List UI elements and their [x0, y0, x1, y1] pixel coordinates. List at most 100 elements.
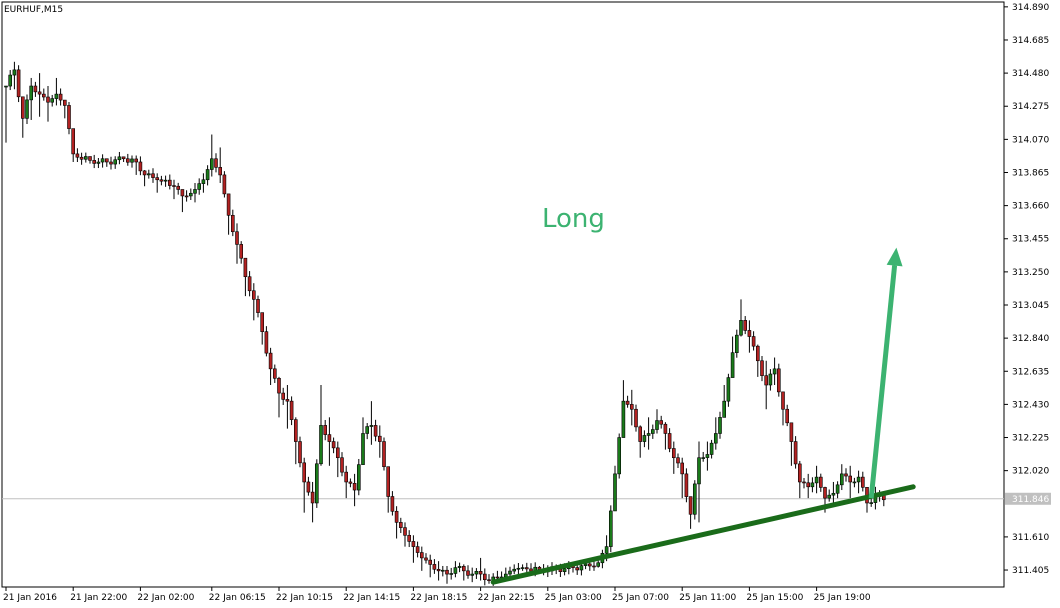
- candle: [802, 477, 806, 489]
- candle: [20, 96, 25, 138]
- candle: [743, 316, 748, 335]
- candle-body: [659, 420, 664, 425]
- candle: [697, 441, 701, 523]
- candle-body: [587, 563, 592, 567]
- candle: [621, 380, 626, 438]
- candle-body: [411, 541, 416, 547]
- candle: [634, 404, 638, 432]
- candle: [394, 506, 399, 539]
- candle: [214, 153, 218, 173]
- candle-body: [596, 562, 601, 567]
- candle-body: [231, 215, 235, 233]
- plot-border: [1, 1, 1005, 588]
- symbol-label: EURHUF,M15: [4, 5, 63, 15]
- candle: [100, 154, 105, 168]
- candle: [445, 565, 449, 584]
- candle: [62, 99, 67, 119]
- candle: [260, 312, 265, 345]
- candle-body: [407, 534, 412, 542]
- candle: [768, 369, 773, 391]
- candle: [264, 326, 269, 357]
- candle: [352, 473, 357, 507]
- candle-body: [109, 161, 113, 165]
- y-tick-label: 313.865: [1012, 168, 1049, 178]
- candle-body: [193, 189, 197, 194]
- candle: [361, 417, 365, 465]
- candle-body: [436, 568, 441, 572]
- candle-body: [445, 569, 449, 575]
- candle: [168, 174, 172, 190]
- candle-body: [243, 257, 248, 278]
- candle-body: [516, 567, 521, 570]
- candle-body: [121, 156, 126, 160]
- candle-body: [844, 473, 848, 477]
- candle-body: [432, 564, 437, 570]
- y-tick-label: 312.840: [1012, 334, 1049, 344]
- candle-body: [814, 476, 819, 484]
- candle: [772, 357, 777, 385]
- candle-body: [373, 425, 378, 437]
- candle: [390, 491, 395, 516]
- candle-body: [386, 466, 391, 497]
- candle: [58, 88, 63, 106]
- candle: [852, 477, 857, 488]
- candle: [231, 209, 235, 237]
- candle: [860, 471, 865, 492]
- candle: [453, 561, 458, 578]
- candle: [638, 425, 643, 458]
- candle: [314, 459, 319, 508]
- candle-body: [239, 244, 243, 259]
- candle-body: [848, 475, 853, 483]
- candle: [205, 165, 210, 186]
- candle-body: [629, 404, 634, 410]
- candle-body: [701, 457, 706, 459]
- candle-body: [340, 457, 344, 473]
- candle: [730, 336, 735, 378]
- candle-body: [46, 96, 50, 103]
- candle: [92, 154, 96, 169]
- candle-body: [377, 435, 382, 442]
- candle: [327, 417, 332, 466]
- candle-body: [482, 573, 487, 581]
- candle-body: [310, 491, 315, 504]
- long-arrow-head: [886, 247, 903, 267]
- candle: [428, 554, 433, 578]
- candle: [293, 417, 298, 465]
- x-tick-label: 25 Jan 11:00: [679, 593, 736, 603]
- y-tick-label: 312.635: [1012, 367, 1049, 377]
- candle-body: [650, 429, 655, 434]
- candle-body: [134, 158, 138, 163]
- candle-body: [692, 483, 697, 515]
- candle: [159, 175, 164, 186]
- candle-body: [487, 579, 491, 582]
- candle: [797, 460, 802, 499]
- candle: [781, 391, 785, 426]
- candle-body: [856, 476, 861, 483]
- candle: [12, 61, 17, 90]
- x-axis: 21 Jan 2016 21 Jan 22:00 22 Jan 02:00 22 Ja…: [3, 587, 871, 603]
- candle-body: [461, 566, 466, 572]
- candle: [411, 535, 416, 563]
- candle-body: [718, 417, 722, 434]
- candle: [848, 465, 853, 499]
- candle-body: [361, 433, 365, 465]
- candle-body: [768, 373, 773, 386]
- candle-body: [852, 481, 857, 484]
- candle-body: [168, 179, 172, 186]
- candle: [41, 88, 46, 101]
- x-tick-label: 22 Jan 10:15: [276, 593, 333, 603]
- candle-body: [189, 192, 193, 197]
- candle: [407, 530, 412, 548]
- candle: [705, 441, 710, 471]
- candle: [29, 77, 34, 120]
- candle-body: [205, 169, 210, 181]
- candle: [335, 441, 340, 478]
- candle-body: [180, 189, 185, 197]
- candle: [180, 189, 185, 213]
- candle: [163, 175, 168, 187]
- candle: [739, 299, 743, 337]
- candle: [151, 168, 155, 183]
- long-arrow-shaft: [868, 265, 898, 499]
- candle-body: [797, 463, 802, 483]
